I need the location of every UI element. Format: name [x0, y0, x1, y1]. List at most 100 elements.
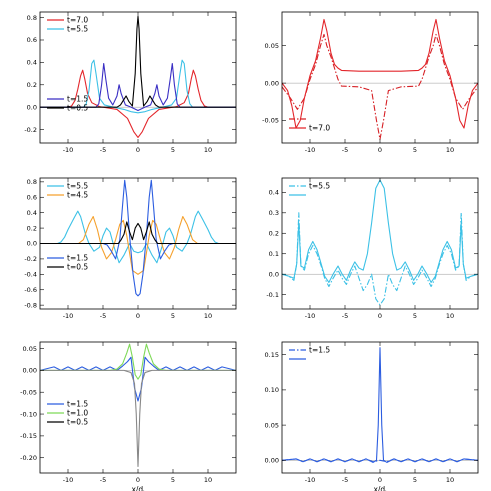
series-line-3 — [40, 15, 236, 108]
y-tick-label: 0.0 — [269, 270, 279, 278]
y-tick-label: 0.6 — [27, 193, 37, 201]
y-tick-label: 0.4 — [27, 59, 37, 67]
legend-bottom-left: t=1.5t=0.5 — [47, 95, 88, 113]
legend-label: t=1.5 — [309, 346, 330, 355]
legend-top-left: t=5.5t=4.5 — [47, 182, 88, 200]
x-tick-label: 0 — [136, 476, 140, 484]
series-line-2 — [40, 179, 236, 297]
x-tick-label: 0 — [378, 146, 382, 154]
y-tick-label: 0.8 — [27, 178, 37, 186]
legend-label: t=7.0 — [309, 124, 330, 133]
series-line-1 — [40, 215, 236, 275]
series-line-2 — [40, 369, 236, 467]
x-tick-label: 5 — [171, 476, 175, 484]
x-tick-label: -5 — [342, 312, 348, 320]
x-tick-label: 0 — [136, 312, 140, 320]
x-tick-label: -5 — [342, 476, 348, 484]
x-tick-label: 0 — [378, 476, 382, 484]
series-line-0 — [40, 356, 236, 402]
panel-middle-left: -10 -5 0 5 10 -0.8 -0.6 -0.4 -0.2 0.0 0.2 0.4 0.6 0.8… — [24, 177, 237, 320]
legend-label: t=1.5 — [67, 400, 88, 409]
series-group — [282, 347, 478, 463]
series-line-2 — [40, 62, 236, 112]
y-tick-label: -0.05 — [20, 388, 37, 396]
series-line-0 — [282, 212, 478, 306]
y-tick-label: 0.00 — [23, 367, 37, 375]
y-tick-label: 0.4 — [27, 209, 37, 217]
legend-label: t=1.5 — [67, 95, 88, 104]
legend-label: t=0.5 — [67, 263, 88, 272]
series-line-0 — [40, 210, 236, 264]
legend-bottom-left: t=7.0 — [289, 118, 330, 133]
y-tick-label: -0.2 — [24, 255, 37, 263]
series-line-1 — [282, 347, 478, 463]
legend-bottom-left: t=1.5t=1.0t=0.5 — [47, 400, 88, 427]
y-tick-label: 0.2 — [269, 229, 279, 237]
y-tick-label: -0.8 — [24, 301, 37, 309]
y-tick-label: -0.05 — [262, 117, 279, 125]
y-tick-label: 0.00 — [265, 79, 279, 87]
x-tick-label: 10 — [204, 146, 212, 154]
legend-label: t=5.5 — [309, 182, 330, 191]
legend-bottom-left: t=1.5t=0.5 — [47, 254, 88, 272]
legend-label: t=0.5 — [67, 104, 88, 113]
y-tick-label: 0.05 — [23, 345, 37, 353]
x-tick-label: 10 — [204, 312, 212, 320]
x-tick-label: -10 — [63, 146, 74, 154]
y-tick-label: 0.10 — [265, 386, 279, 394]
y-tick-label: 0.1 — [269, 250, 279, 258]
legend-label: t=4.5 — [67, 191, 88, 200]
panel-bottom-right: -10 -5 0 5 10 0.00 0.05 0.10 0.15 x/di t=1.5 — [265, 341, 479, 491]
x-tick-label: -10 — [63, 312, 74, 320]
panel-bottom-left: -10 -5 0 5 10 -0.20 -0.15 -0.10 -0.05 0.00 0.05 x/d… — [20, 341, 237, 491]
x-axis-label: x/di — [373, 485, 386, 491]
x-tick-label: 5 — [413, 312, 417, 320]
y-tick-label: 0.0 — [27, 240, 37, 248]
x-tick-label: -5 — [342, 146, 348, 154]
x-tick-label: 5 — [413, 476, 417, 484]
x-tick-label: 5 — [171, 312, 175, 320]
x-tick-label: 5 — [413, 146, 417, 154]
x-tick-label: -10 — [305, 312, 316, 320]
x-tick-label: 10 — [204, 476, 212, 484]
y-tick-label: 0.6 — [27, 36, 37, 44]
x-tick-label: -5 — [100, 476, 106, 484]
y-tick-label: 0.2 — [27, 81, 37, 89]
series-line-1 — [282, 18, 478, 129]
y-tick-label: 0.0 — [27, 103, 37, 111]
x-tick-label: -10 — [63, 476, 74, 484]
series-line-1 — [40, 343, 236, 380]
y-tick-label: -0.6 — [24, 286, 37, 294]
series-group — [282, 18, 478, 140]
series-group — [40, 15, 236, 138]
series-group — [40, 179, 236, 297]
legend-label: t=7.0 — [67, 16, 88, 25]
y-tick-label: 0.3 — [269, 209, 279, 217]
y-tick-label: 0.05 — [265, 42, 279, 50]
y-tick-label: 0.8 — [27, 14, 37, 22]
x-axis-label: x/di — [131, 485, 144, 491]
x-tick-label: 10 — [446, 476, 454, 484]
y-tick-label: 0.05 — [265, 421, 279, 429]
x-tick-label: 5 — [171, 146, 175, 154]
y-tick-label: 0.4 — [269, 189, 279, 197]
panel-middle-right: -10 -5 0 5 10 -0.1 0.0 0.1 0.2 0.3 0.4 t=5.5 — [266, 177, 479, 320]
x-tick-label: -5 — [100, 146, 106, 154]
legend-label: t=0.5 — [67, 418, 88, 427]
legend-label: t=1.0 — [67, 409, 88, 418]
y-tick-label: -0.2 — [24, 126, 37, 134]
x-tick-label: 10 — [446, 312, 454, 320]
legend-label: t=1.5 — [67, 254, 88, 263]
panel-top-right: -10 -5 0 5 10 -0.05 0.00 0.05 t=7.0 — [262, 11, 479, 154]
series-line-0 — [40, 69, 236, 138]
y-tick-label: -0.15 — [20, 432, 37, 440]
y-tick-label: 0.2 — [27, 224, 37, 232]
x-tick-label: 0 — [378, 312, 382, 320]
x-tick-label: -10 — [305, 146, 316, 154]
series-line-3 — [40, 221, 236, 245]
x-tick-label: 0 — [136, 146, 140, 154]
legend-top-left: t=1.5 — [289, 346, 330, 360]
legend-label: t=5.5 — [67, 182, 88, 191]
x-tick-label: 10 — [446, 146, 454, 154]
